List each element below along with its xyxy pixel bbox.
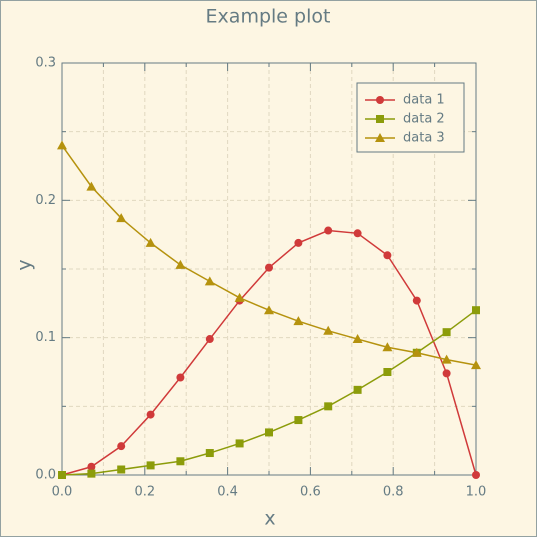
plot-frame bbox=[61, 62, 477, 476]
chart-title: Example plot bbox=[206, 6, 331, 28]
data-point bbox=[234, 292, 245, 302]
legend-marker bbox=[376, 96, 384, 104]
data-point bbox=[175, 259, 186, 269]
data-point bbox=[353, 385, 362, 394]
data-point bbox=[294, 416, 303, 425]
data-point bbox=[383, 251, 392, 260]
data-point bbox=[293, 316, 304, 326]
data-point bbox=[146, 410, 155, 419]
data-point bbox=[471, 360, 481, 370]
x-tick-label: 0.0 bbox=[52, 485, 73, 500]
x-tick-label: 0.8 bbox=[383, 485, 404, 500]
data-point bbox=[265, 428, 273, 437]
data-point bbox=[265, 263, 273, 272]
data-point bbox=[472, 306, 480, 315]
series bbox=[58, 306, 480, 479]
data-point bbox=[294, 238, 303, 247]
y-tick-label: 0.2 bbox=[35, 193, 56, 208]
data-point bbox=[324, 226, 333, 235]
data-point bbox=[264, 305, 274, 315]
legend-label: data 3 bbox=[403, 131, 445, 146]
data-point bbox=[176, 373, 185, 382]
y-tick-label: 0.3 bbox=[35, 56, 56, 71]
data-point bbox=[117, 465, 126, 474]
data-point bbox=[323, 325, 334, 335]
data-point bbox=[87, 462, 96, 471]
x-tick-label: 1.0 bbox=[466, 485, 487, 500]
data-point bbox=[205, 449, 214, 458]
data-point bbox=[324, 402, 333, 411]
data-point bbox=[117, 442, 126, 451]
y-tick-label: 0.0 bbox=[35, 468, 56, 483]
data-point bbox=[382, 342, 393, 352]
legend-label: data 1 bbox=[403, 93, 445, 108]
data-point bbox=[441, 354, 452, 364]
data-point bbox=[176, 457, 185, 466]
data-point bbox=[146, 461, 155, 470]
data-point bbox=[412, 296, 421, 305]
y-axis-label: y bbox=[14, 259, 36, 270]
legend-marker bbox=[375, 133, 385, 142]
data-point bbox=[86, 181, 97, 191]
x-tick-label: 0.6 bbox=[300, 485, 321, 500]
x-tick-label: 0.2 bbox=[134, 485, 155, 500]
data-point bbox=[353, 229, 362, 238]
data-point bbox=[204, 276, 215, 286]
data-point bbox=[472, 471, 480, 479]
data-point bbox=[58, 471, 66, 479]
data-point bbox=[205, 335, 214, 344]
data-point bbox=[116, 213, 127, 223]
data-point bbox=[442, 328, 451, 337]
legend-label: data 2 bbox=[403, 112, 445, 127]
data-point bbox=[442, 369, 451, 378]
y-tick-label: 0.1 bbox=[35, 330, 56, 345]
x-tick-label: 0.4 bbox=[217, 485, 238, 500]
series bbox=[57, 140, 481, 370]
series bbox=[58, 226, 480, 479]
data-point bbox=[145, 237, 156, 247]
data-point bbox=[411, 347, 422, 357]
x-axis-label: x bbox=[264, 508, 275, 530]
data-point bbox=[383, 368, 392, 376]
data-point bbox=[87, 469, 96, 478]
data-point bbox=[235, 439, 244, 448]
legend-marker bbox=[376, 115, 384, 123]
legend-box bbox=[356, 82, 465, 153]
data-point bbox=[57, 140, 67, 150]
data-point bbox=[352, 334, 363, 344]
